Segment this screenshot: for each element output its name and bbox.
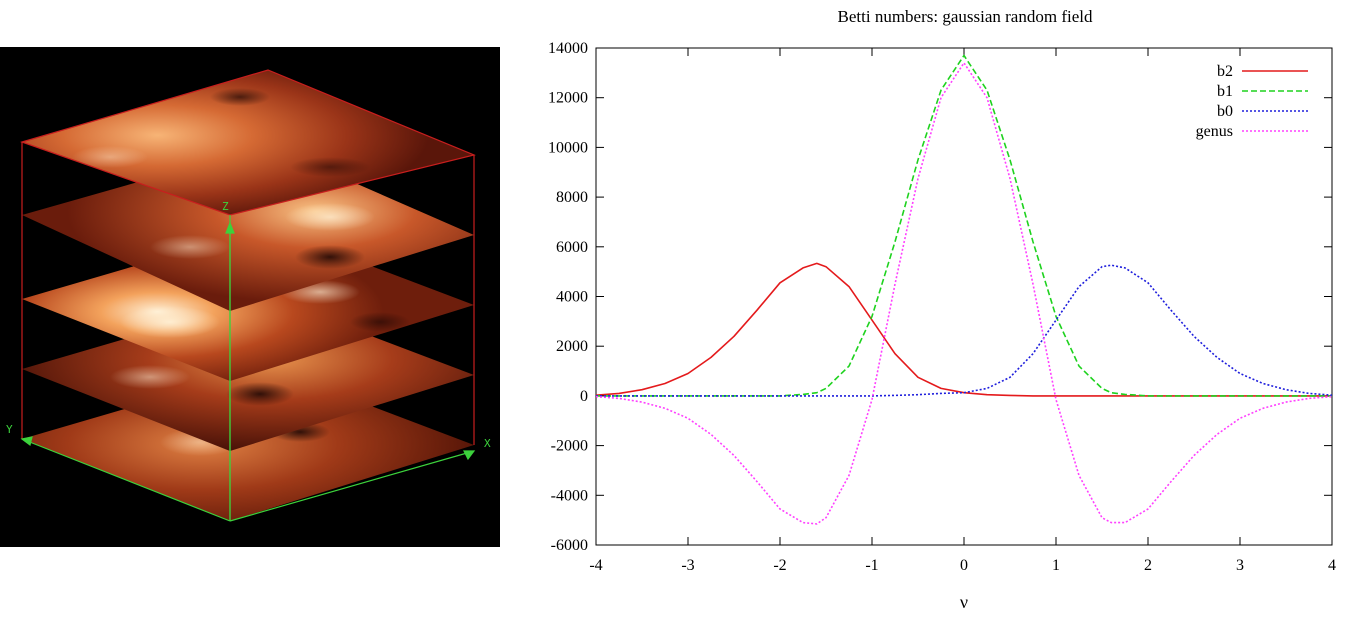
y-tick-label: 2000 <box>556 338 588 355</box>
series-line-genus <box>595 62 1333 525</box>
z-axis-tag: Z <box>222 200 229 213</box>
slice-1 <box>22 70 474 215</box>
y-axis-tag: Y <box>6 423 13 436</box>
y-tick-label: -4000 <box>551 487 588 504</box>
betti-chart-panel: Betti numbers: gaussian random field -4-… <box>520 0 1355 622</box>
legend-label-b0: b0 <box>1217 103 1233 120</box>
x-axis-label: ν <box>960 592 968 612</box>
ticks: -4 -3 -2 -1 0 1 2 3 4 -6000 -4000 -2000 0 2000 4000 600… <box>548 40 1336 574</box>
y-tick-label: 6000 <box>556 239 588 256</box>
x-tick-label: 2 <box>1144 557 1152 574</box>
series-lines <box>595 54 1333 525</box>
y-tick-label: 14000 <box>548 40 588 57</box>
x-tick-label: 4 <box>1328 557 1336 574</box>
betti-chart: Betti numbers: gaussian random field -4-… <box>548 7 1336 612</box>
y-tick-label: 0 <box>580 388 588 405</box>
series-line-b2 <box>595 262 1332 397</box>
chart-title: Betti numbers: gaussian random field <box>838 7 1093 26</box>
series-line-b1 <box>596 54 1332 397</box>
x-tick-label: 0 <box>960 557 968 574</box>
legend-label-b2: b2 <box>1217 63 1233 80</box>
x-tick-label: -1 <box>865 557 878 574</box>
y-tick-label: 10000 <box>548 139 588 156</box>
series-line-b0 <box>596 264 1333 397</box>
x-tick-label: -3 <box>681 557 694 574</box>
volume-rendering: X Y Z <box>6 69 491 522</box>
y-tick-label: 8000 <box>556 189 588 206</box>
slice-2 <box>22 145 474 311</box>
x-tick-label: -4 <box>589 557 602 574</box>
y-tick-label: 12000 <box>548 90 588 107</box>
x-tick-label: 1 <box>1052 557 1060 574</box>
legend-label-genus: genus <box>1196 123 1233 140</box>
y-tick-label: -6000 <box>551 537 588 554</box>
x-tick-label: -2 <box>773 557 786 574</box>
legend: b2 b1 b0 genus <box>1196 63 1308 140</box>
x-tick-label: 3 <box>1236 557 1244 574</box>
volume-rendering-panel: X Y Z <box>0 47 500 547</box>
axes <box>20 221 476 522</box>
y-tick-label: 4000 <box>556 289 588 306</box>
y-tick-label: -2000 <box>551 438 588 455</box>
x-axis-tag: X <box>484 437 491 450</box>
legend-label-b1: b1 <box>1217 83 1233 100</box>
